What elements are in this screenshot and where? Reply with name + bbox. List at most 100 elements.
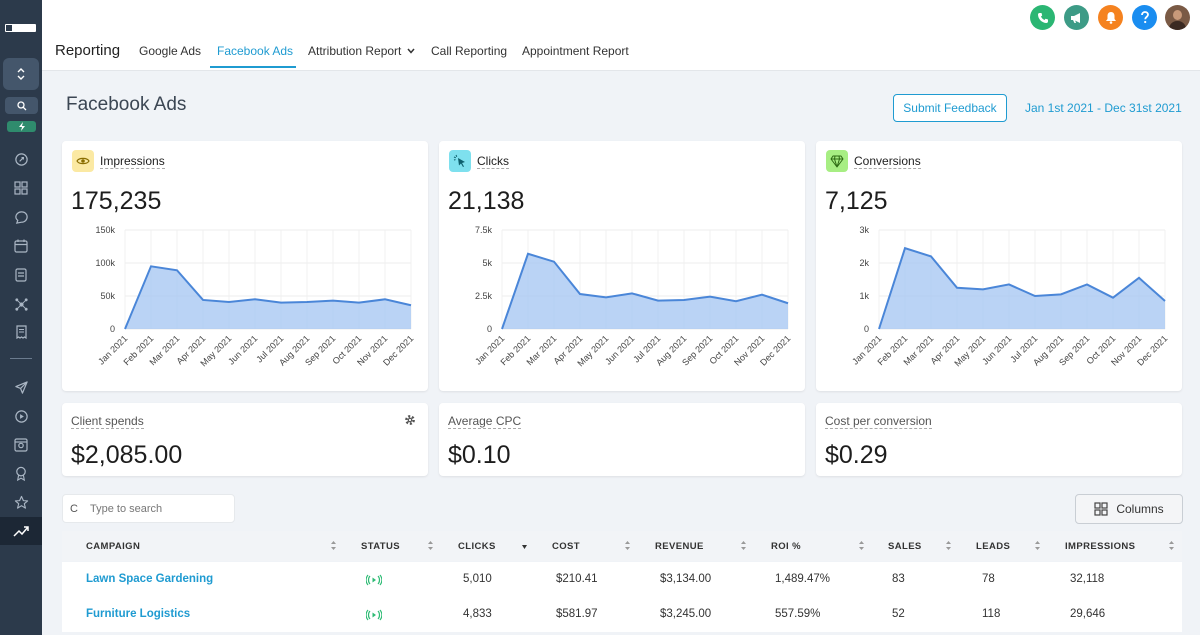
diamond-icon [830, 155, 844, 168]
campaign-name-link[interactable]: Lawn Space Gardening [86, 573, 214, 585]
stat-label[interactable]: Cost per conversion [825, 414, 932, 429]
cell-impressions: 32,118 [1070, 573, 1105, 585]
star-icon [14, 495, 28, 509]
column-header-campaign[interactable]: CAMPAIGN [86, 541, 141, 552]
column-header-impressions[interactable]: IMPRESSIONS [1065, 541, 1136, 552]
sidebar-item-favorites[interactable] [0, 490, 42, 514]
account-switcher-button[interactable] [3, 58, 39, 90]
columns-button[interactable]: Columns [1075, 494, 1183, 524]
sidebar-item-automation[interactable] [0, 292, 42, 316]
column-header-leads[interactable]: LEADS [976, 541, 1011, 552]
sidebar-item-launchpad[interactable] [0, 147, 42, 171]
sort-arrows-icon[interactable] [945, 540, 952, 551]
sort-arrows-icon[interactable] [1034, 540, 1041, 551]
gear-icon[interactable] [404, 414, 416, 426]
metric-label[interactable]: Conversions [854, 153, 921, 169]
phone-button[interactable] [1030, 5, 1055, 30]
campaign-search-input[interactable] [90, 500, 230, 518]
media-library-icon [14, 438, 28, 452]
stat-label[interactable]: Average CPC [448, 414, 522, 429]
cell-cost: $210.41 [556, 573, 598, 585]
tab-google-ads[interactable]: Google Ads [139, 44, 202, 58]
y-tick-label: 50k [100, 291, 115, 301]
series-area [125, 266, 411, 329]
stat-label[interactable]: Client spends [71, 414, 144, 429]
sidebar-divider [10, 358, 32, 359]
eye-icon [76, 157, 90, 165]
sort-arrows-icon[interactable] [1168, 540, 1175, 551]
sidebar-item-conversations[interactable] [0, 205, 42, 229]
metric-label[interactable]: Impressions [100, 153, 165, 169]
table-row: Lawn Space Gardening 5,010 $210.41 $3,13… [62, 562, 1182, 597]
column-header-revenue[interactable]: REVENUE [655, 541, 704, 552]
user-avatar[interactable] [1165, 5, 1190, 30]
sidebar-item-marketing[interactable] [0, 375, 42, 399]
metric-header: Clicks [449, 150, 509, 172]
sort-arrows-icon[interactable] [330, 540, 337, 551]
column-header-roi[interactable]: ROI % [771, 541, 801, 552]
search-prefix: C [70, 503, 78, 515]
play-circle-icon [14, 409, 28, 423]
search-icon [16, 100, 26, 110]
date-range-picker[interactable]: Jan 1st 2021 - Dec 31st 2021 [1025, 101, 1182, 115]
sort-arrows-icon[interactable] [740, 540, 747, 551]
column-header-sales[interactable]: SALES [888, 541, 922, 552]
y-tick-label: 0 [487, 324, 492, 334]
stat-card-cost-per-conversion: Cost per conversion $0.29 [816, 403, 1182, 476]
column-header-clicks[interactable]: CLICKS [458, 541, 496, 552]
metric-icon-badge [449, 150, 471, 172]
table-header: CAMPAIGN STATUS CLICKS COST REVENUE ROI … [62, 531, 1182, 561]
sidebar-item-reporting[interactable] [0, 517, 42, 545]
sidebar-item-calendars[interactable] [0, 234, 42, 258]
sort-descending-icon[interactable] [521, 540, 528, 551]
metric-label[interactable]: Clicks [477, 153, 509, 169]
rocket-icon [14, 152, 28, 166]
sidebar-item-reputation[interactable] [0, 461, 42, 485]
cell-cost: $581.97 [556, 608, 598, 620]
cell-clicks: 4,833 [463, 608, 492, 620]
tab-facebook-ads[interactable]: Facebook Ads [217, 44, 294, 58]
sort-arrows-icon[interactable] [427, 540, 434, 551]
y-tick-label: 7.5k [475, 225, 493, 235]
tab-appointment-report[interactable]: Appointment Report [522, 44, 629, 58]
tab-call-reporting[interactable]: Call Reporting [431, 44, 508, 58]
sidebar-item-contacts[interactable] [0, 263, 42, 287]
stat-value: $2,085.00 [71, 441, 183, 469]
metric-value: 21,138 [448, 187, 525, 215]
sidebar-item-sites[interactable] [0, 404, 42, 428]
sidebar-search-button[interactable] [5, 97, 38, 114]
cell-roi: 1,489.47% [775, 573, 830, 585]
y-tick-label: 2.5k [475, 291, 493, 301]
help-button[interactable] [1132, 5, 1157, 30]
section-title: Reporting [55, 42, 121, 59]
cell-clicks: 5,010 [463, 573, 492, 585]
y-tick-label: 1k [859, 291, 869, 301]
cell-revenue: $3,134.00 [660, 573, 712, 585]
metric-icon-badge [72, 150, 94, 172]
award-ribbon-icon [16, 466, 26, 481]
chat-bubble-icon [14, 210, 28, 224]
campaign-name-link[interactable]: Furniture Logistics [86, 608, 191, 620]
series-line [124, 265, 412, 330]
table-row: Furniture Logistics 4,833 $581.97 $3,245… [62, 597, 1182, 632]
tab-attribution-report[interactable]: Attribution Report [308, 44, 415, 58]
column-header-cost[interactable]: COST [552, 541, 580, 552]
stat-value: $0.29 [825, 441, 888, 469]
sidebar-item-memberships[interactable] [0, 433, 42, 457]
y-tick-label: 3k [859, 225, 869, 235]
quick-actions-button[interactable] [7, 121, 36, 132]
sort-arrows-icon[interactable] [858, 540, 865, 551]
announcements-button[interactable] [1064, 5, 1089, 30]
address-book-icon [15, 268, 27, 282]
y-tick-label: 2k [859, 258, 869, 268]
sort-arrows-icon[interactable] [624, 540, 631, 551]
column-header-status[interactable]: STATUS [361, 541, 400, 552]
cell-sales: 52 [892, 608, 905, 620]
sidebar-item-dashboard[interactable] [0, 176, 42, 200]
chevron-up-down-icon [17, 68, 25, 80]
notifications-button[interactable] [1098, 5, 1123, 30]
submit-feedback-button[interactable]: Submit Feedback [893, 94, 1007, 122]
sidebar-item-payments[interactable] [0, 320, 42, 344]
